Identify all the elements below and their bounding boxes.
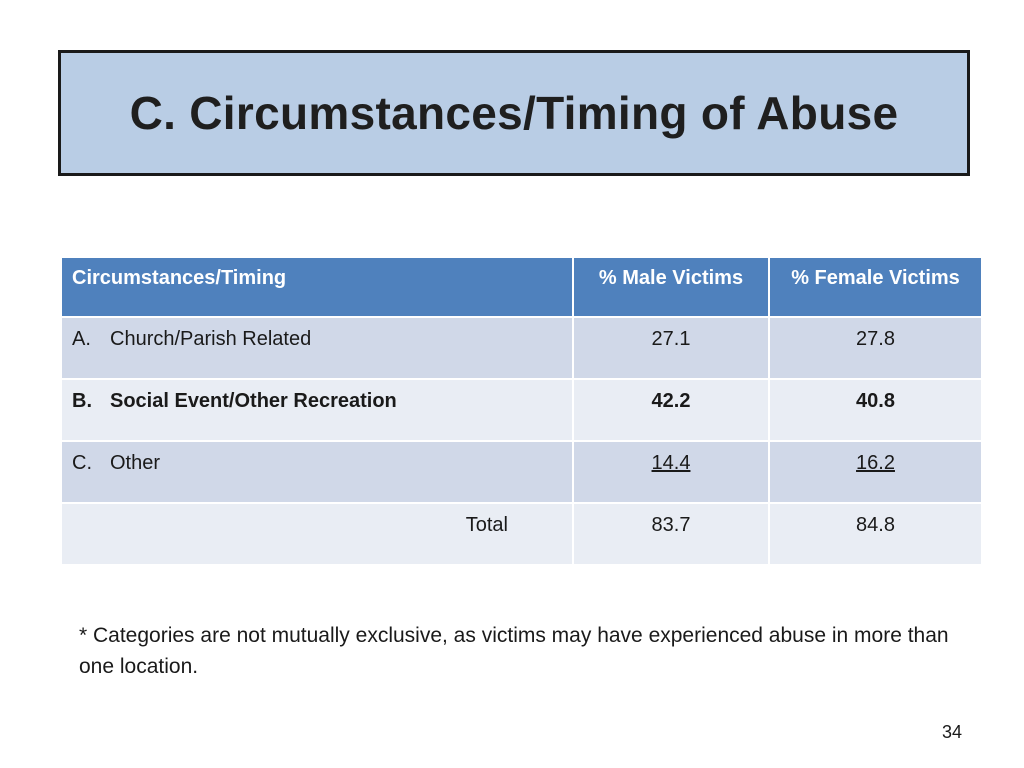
male-value: 14.4 xyxy=(572,440,770,504)
female-value: 27.8 xyxy=(768,316,983,380)
header-circumstances: Circumstances/Timing xyxy=(60,256,574,318)
female-value: 40.8 xyxy=(768,378,983,442)
header-female-victims: % Female Victims xyxy=(768,256,983,318)
row-label-cell: A. Church/Parish Related xyxy=(60,316,574,380)
female-value: 16.2 xyxy=(768,440,983,504)
row-letter: A. xyxy=(72,328,91,350)
female-value-underlined: 16.2 xyxy=(856,452,895,474)
header-male-victims: % Male Victims xyxy=(572,256,770,318)
row-label: Other xyxy=(110,452,161,474)
page-number: 34 xyxy=(941,722,962,742)
row-label-cell: B. Social Event/Other Recreation xyxy=(60,378,574,442)
table-row: B. Social Event/Other Recreation 42.2 40.… xyxy=(60,378,983,442)
total-label: Total xyxy=(60,502,574,566)
total-male-value: 83.7 xyxy=(572,502,770,566)
table-row: A. Church/Parish Related 27.1 27.8 xyxy=(60,316,983,380)
slide-title: C. Circumstances/Timing of Abuse xyxy=(129,87,899,139)
row-label: Social Event/Other Recreation xyxy=(110,390,397,412)
male-value-underlined: 14.4 xyxy=(651,452,691,474)
row-letter: B. xyxy=(72,390,92,412)
table-header-row: Circumstances/Timing % Male Victims % Fe… xyxy=(60,256,983,318)
circumstances-table: Circumstances/Timing % Male Victims % Fe… xyxy=(60,256,983,566)
male-value: 27.1 xyxy=(572,316,770,380)
row-letter: C. xyxy=(72,452,92,474)
row-label: Church/Parish Related xyxy=(110,328,312,350)
row-label-cell: C. Other xyxy=(60,440,574,504)
total-female-value: 84.8 xyxy=(768,502,983,566)
table-row-total: Total 83.7 84.8 xyxy=(60,502,983,566)
male-value: 42.2 xyxy=(572,378,770,442)
table-row: C. Other 14.4 16.2 xyxy=(60,440,983,504)
footnote: * Categories are not mutually exclusive,… xyxy=(79,624,949,678)
title-box: C. Circumstances/Timing of Abuse xyxy=(58,50,970,176)
